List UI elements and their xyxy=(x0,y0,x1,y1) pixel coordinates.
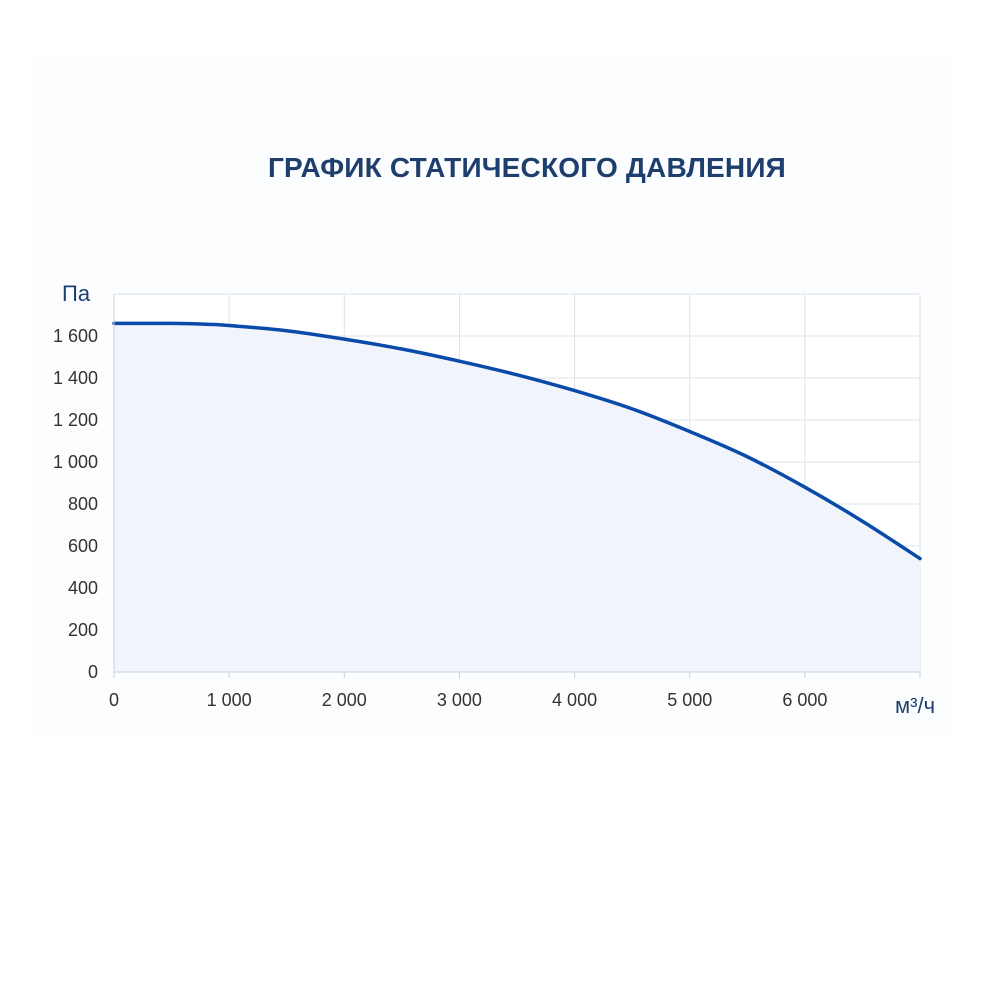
x-tick-label: 4 000 xyxy=(552,690,597,710)
y-tick-label: 0 xyxy=(88,662,98,682)
x-tick-label: 3 000 xyxy=(437,690,482,710)
axis-layer xyxy=(113,294,921,678)
y-tick-label: 200 xyxy=(68,620,98,640)
chart-title: ГРАФИК СТАТИЧЕСКОГО ДАВЛЕНИЯ xyxy=(267,152,786,183)
x-tick-label: 5 000 xyxy=(667,690,712,710)
y-tick-label: 1 400 xyxy=(53,368,98,388)
y-tick-label: 600 xyxy=(68,536,98,556)
x-axis-unit: м³/ч xyxy=(895,693,935,718)
label-layer: Па м³/ч 0 200 400 600 800 1 000 1 200 1 400 1 60… xyxy=(53,281,935,718)
x-tick-label: 6 000 xyxy=(782,690,827,710)
y-tick-label: 1 000 xyxy=(53,452,98,472)
y-tick-label: 400 xyxy=(68,578,98,598)
line-layer xyxy=(112,321,922,561)
series-area xyxy=(114,323,920,672)
series-line xyxy=(112,321,922,561)
y-tick-label: 800 xyxy=(68,494,98,514)
y-axis-unit: Па xyxy=(62,281,91,306)
x-tick-label: 2 000 xyxy=(322,690,367,710)
x-tick-label: 1 000 xyxy=(207,690,252,710)
x-tick-label: 0 xyxy=(109,690,119,710)
area-layer xyxy=(114,323,920,672)
y-tick-label: 1 200 xyxy=(53,410,98,430)
y-tick-label: 1 600 xyxy=(53,326,98,346)
